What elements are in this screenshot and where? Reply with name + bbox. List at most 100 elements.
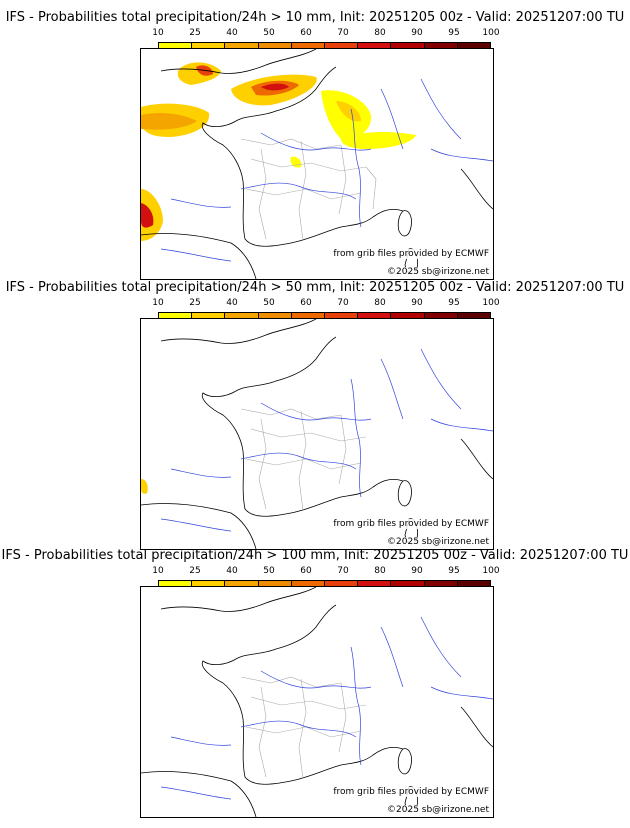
panel-title: IFS - Probabilities total precipitation/… xyxy=(5,280,625,295)
colorbar-swatch xyxy=(192,313,226,322)
precip-area-iberia-core xyxy=(141,203,154,228)
map-panel-10mm: IFS - Probabilities total precipitation/… xyxy=(0,10,630,280)
colorbar-tick-label: 70 xyxy=(337,298,349,308)
colorbar-swatch xyxy=(225,43,259,52)
probability-map: from grib files provided by ECMWF ©2025 … xyxy=(140,318,494,550)
colorbar-swatch xyxy=(457,581,491,590)
panel-title: IFS - Probabilities total precipitation/… xyxy=(1,548,629,563)
colorbar-swatch xyxy=(258,43,292,52)
precip-area-benelux-max xyxy=(261,83,289,91)
colorbar-labels: 10 25 40 50 60 70 80 90 95 100 xyxy=(152,566,499,577)
colorbar-swatch xyxy=(391,43,425,52)
colorbar-tick-label: 50 xyxy=(263,298,275,308)
probability-map: from grib files provided by ECMWF ©2025 … xyxy=(140,586,494,818)
colorbar-tick-label: 100 xyxy=(482,298,500,308)
colorbar-swatch xyxy=(192,581,226,590)
colorbar-tick-label: 60 xyxy=(300,566,312,576)
colorbar-swatch xyxy=(258,581,292,590)
precip-area-alsace xyxy=(341,132,416,149)
coastline xyxy=(141,319,493,549)
colorbar-tick-label: 60 xyxy=(300,298,312,308)
rivers xyxy=(160,78,493,262)
copyright-credit: ©2025 sb@irizone.net xyxy=(387,537,489,547)
colorbar-swatch xyxy=(424,43,458,52)
precip-area-center xyxy=(290,156,302,168)
probability-map: from grib files provided by ECMWF ©2025 … xyxy=(140,48,494,280)
colorbar-swatch xyxy=(325,313,359,322)
colorbar-swatch xyxy=(291,581,326,590)
colorbar-swatch xyxy=(391,313,425,322)
colorbar-swatch xyxy=(159,313,193,322)
colorbar-swatch xyxy=(159,581,193,590)
map-canvas xyxy=(141,587,493,817)
coast-france xyxy=(201,120,404,247)
panel-title: IFS - Probabilities total precipitation/… xyxy=(5,10,625,25)
colorbar-tick-label: 25 xyxy=(189,298,201,308)
precipitation-probability-areas xyxy=(141,479,148,494)
precip-area-iberia xyxy=(141,479,148,494)
source-credit: from grib files provided by ECMWF xyxy=(333,787,489,797)
colorbar-tick-label: 90 xyxy=(411,298,423,308)
colorbar-swatch xyxy=(424,313,458,322)
colorbar-tick-label: 70 xyxy=(337,566,349,576)
precip-area-germany-core xyxy=(336,101,361,122)
colorbar-tick-label: 95 xyxy=(448,566,460,576)
coast-channel xyxy=(235,66,337,122)
source-credit: from grib files provided by ECMWF xyxy=(333,519,489,529)
colorbar-swatch xyxy=(159,43,193,52)
colorbar-tick-label: 10 xyxy=(152,566,164,576)
colorbar-swatch xyxy=(391,581,425,590)
colorbar-swatch xyxy=(358,581,392,590)
colorbar-tick-label: 95 xyxy=(448,298,460,308)
colorbar-swatch xyxy=(225,313,259,322)
colorbar-swatch xyxy=(325,581,359,590)
rivers xyxy=(160,348,493,532)
coast-italy xyxy=(460,168,493,210)
colorbar-tick-label: 100 xyxy=(482,28,500,38)
colorbar-tick-label: 10 xyxy=(152,298,164,308)
colorbar-labels: 10 25 40 50 60 70 80 90 95 100 xyxy=(152,28,499,39)
map-panel-100mm: IFS - Probabilities total precipitation/… xyxy=(0,548,630,818)
colorbar: 10 25 40 50 60 70 80 90 95 100 xyxy=(152,298,500,323)
colorbar-tick-label: 40 xyxy=(226,298,238,308)
colorbar-tick-label: 10 xyxy=(152,28,164,38)
colorbar-tick-label: 100 xyxy=(482,566,500,576)
colorbar-swatch xyxy=(358,43,392,52)
colorbar-tick-label: 50 xyxy=(263,566,275,576)
colorbar-tick-label: 40 xyxy=(226,566,238,576)
colorbar-tick-label: 25 xyxy=(189,566,201,576)
colorbar-tick-label: 40 xyxy=(226,28,238,38)
colorbar-swatch xyxy=(291,313,326,322)
source-credit: from grib files provided by ECMWF xyxy=(333,249,489,259)
coast-uk xyxy=(160,49,317,74)
map-canvas xyxy=(141,49,493,279)
colorbar-tick-label: 90 xyxy=(411,28,423,38)
colorbar-swatch xyxy=(258,313,292,322)
map-canvas xyxy=(141,319,493,549)
colorbar-tick-label: 80 xyxy=(374,28,386,38)
copyright-credit: ©2025 sb@irizone.net xyxy=(387,267,489,277)
coast-corsica xyxy=(397,210,412,237)
coast-spain xyxy=(141,233,257,279)
colorbar-swatch xyxy=(192,43,226,52)
precipitation-probability-areas xyxy=(141,62,416,241)
colorbar-swatch xyxy=(358,313,392,322)
colorbar-tick-label: 95 xyxy=(448,28,460,38)
colorbar-swatch xyxy=(424,581,458,590)
colorbar-tick-label: 60 xyxy=(300,28,312,38)
rivers xyxy=(160,616,493,800)
colorbar-tick-label: 80 xyxy=(374,298,386,308)
colorbar-labels: 10 25 40 50 60 70 80 90 95 100 xyxy=(152,298,499,309)
colorbar-swatch xyxy=(225,581,259,590)
precip-area-atlantic-inner xyxy=(141,113,197,130)
coastline xyxy=(141,49,493,279)
colorbar-tick-label: 25 xyxy=(189,28,201,38)
colorbar-tick-label: 70 xyxy=(337,28,349,38)
colorbar-swatch xyxy=(325,43,359,52)
colorbar-swatch xyxy=(291,43,326,52)
colorbar-swatch xyxy=(457,313,491,322)
colorbar-tick-label: 90 xyxy=(411,566,423,576)
colorbar-swatch xyxy=(457,43,491,52)
admin-borders xyxy=(240,408,367,512)
copyright-credit: ©2025 sb@irizone.net xyxy=(387,805,489,815)
